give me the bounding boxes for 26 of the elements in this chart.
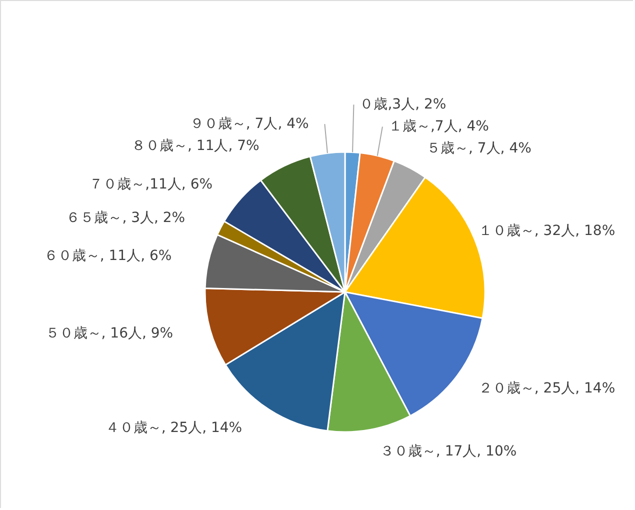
slice-label: ６０歳～ <box>44 248 100 264</box>
data-label: , 3人, 2% <box>122 210 186 226</box>
data-label: , 11人, 7% <box>188 138 260 154</box>
data-label: , 16人, 9% <box>101 326 174 342</box>
slice-label: ０歳 <box>360 96 388 113</box>
slice-label: ５歳～ <box>426 140 468 157</box>
data-label: , 17人, 10% <box>436 443 517 460</box>
data-label: , 7人, 4% <box>246 116 309 132</box>
data-label: , 7人, 4% <box>468 140 532 157</box>
slice-label: ５０歳～ <box>45 326 102 342</box>
data-label: , 32人, 18% <box>534 223 616 240</box>
data-label: ,11人, 6% <box>145 176 213 192</box>
slice-label: ３０歳～ <box>380 443 436 460</box>
data-label: ,3人, 2% <box>388 96 446 113</box>
slice-label: ９０歳～ <box>190 116 246 132</box>
data-label: , 25人, 14% <box>534 380 616 396</box>
slice-label: １歳～ <box>388 118 430 135</box>
data-label: , 11人, 6% <box>100 248 172 264</box>
slice-label: ４０歳～ <box>105 420 162 436</box>
slice-label: ２０歳～ <box>478 380 534 396</box>
data-label: ,7人, 4% <box>430 118 489 135</box>
slice-label: １０歳～ <box>478 223 534 240</box>
slice-label: ８０歳～ <box>132 138 188 154</box>
slice-label: ６５歳～ <box>66 210 122 226</box>
slice-label: ７０歳～ <box>89 176 146 192</box>
data-label: , 25人, 14% <box>161 420 242 436</box>
